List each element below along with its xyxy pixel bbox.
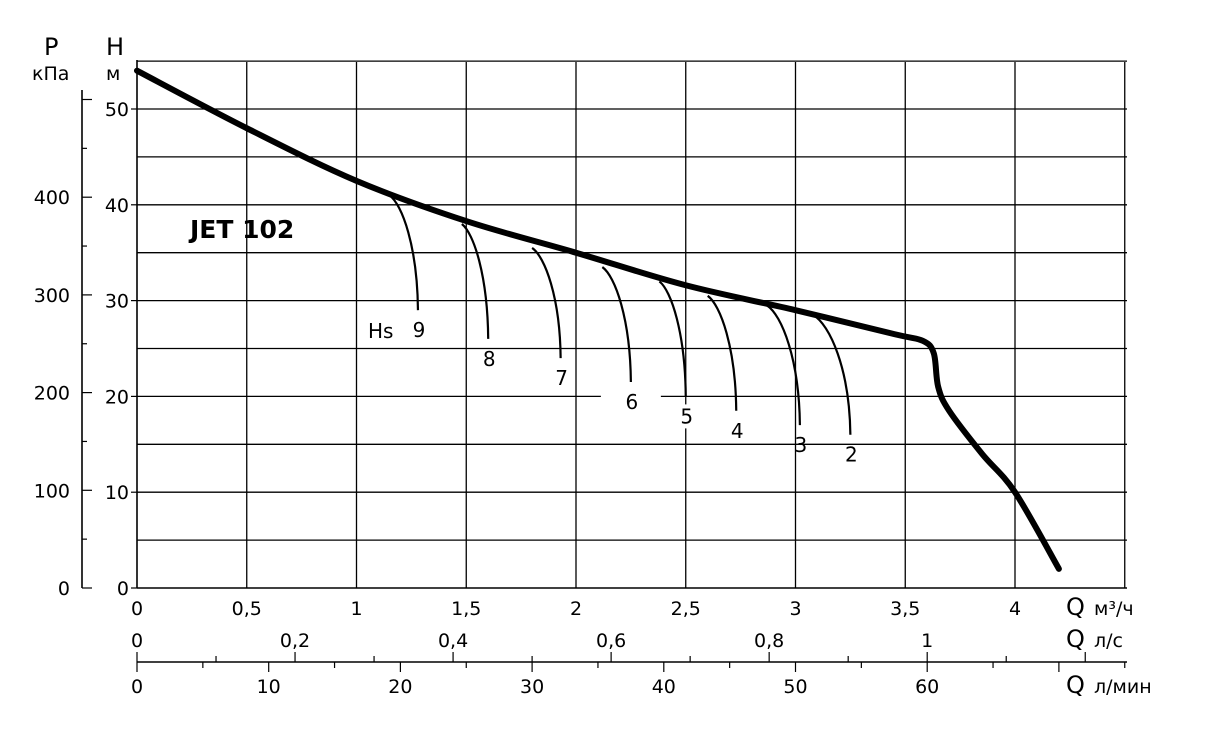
q-symbol-ls: Q: [1066, 625, 1085, 653]
suction-curve-label-9: 9: [413, 318, 426, 342]
x-axis-m3h-tick-label: 3,5: [890, 598, 920, 620]
q-unit-lmin: л/мин: [1094, 676, 1152, 698]
p-axis-tick-label: 0: [58, 578, 70, 600]
p-axis-tick-label: 300: [34, 285, 70, 307]
x-axis-ls-tick-label: 0: [131, 630, 143, 652]
chart-title: JET 102: [188, 215, 294, 244]
x-axis-m3h-tick-label: 0: [131, 598, 143, 620]
suction-curve-hs-7: [531, 247, 562, 359]
p-axis-symbol: P: [44, 33, 58, 61]
x-axis-lmin-tick-label: 10: [257, 676, 281, 698]
suction-curve-hs-8: [461, 223, 490, 339]
x-axis-m3h-tick-label: 2,5: [671, 598, 701, 620]
main-performance-curve: [134, 67, 1062, 572]
suction-curve-label-8: 8: [483, 347, 496, 371]
p-axis-tick-label: 200: [34, 383, 70, 405]
h-axis-tick-label: 50: [105, 99, 129, 121]
suction-curve-hs-5: [658, 280, 687, 397]
curves: 9 8 7 6 5 4 3 2: [134, 67, 1062, 572]
x-axis-ls-tick-label: 1: [921, 630, 933, 652]
x-axis-m3h-tick-label: 0,5: [232, 598, 262, 620]
h-axis-symbol: H: [106, 33, 124, 61]
x-axis-m3h-tick-label: 1: [350, 598, 362, 620]
x-axis-m3h-tick-label: 2: [570, 598, 582, 620]
suction-curve-hs-3: [766, 304, 801, 426]
suction-curve-label-2: 2: [845, 443, 858, 467]
x-axis-m3h-tick-label: 4: [1009, 598, 1021, 620]
x-axis-ls-tick-label: 0,4: [438, 630, 468, 652]
x-axis-lmin-tick-label: 40: [652, 676, 676, 698]
h-axis-tick-label: 40: [105, 195, 129, 217]
p-axis-tick-label: 400: [34, 187, 70, 209]
p-axis-unit: кПа: [32, 63, 69, 85]
x-axis-ls-tick-label: 0,2: [280, 630, 310, 652]
grid: [137, 60, 1127, 588]
suction-curve-hs-9: [388, 194, 420, 311]
x-axis-lmin-tick-label: 50: [783, 676, 807, 698]
label-background: [655, 404, 716, 429]
x-axis-lmin-tick-label: 60: [915, 676, 939, 698]
x-axis-ls-tick-label: 0,6: [596, 630, 626, 652]
x-axis-lmin-tick-label: 0: [131, 676, 143, 698]
suction-curve-hs-2: [812, 314, 852, 435]
h-axis-tick-label: 10: [105, 482, 129, 504]
suction-curve-label-4: 4: [731, 419, 744, 443]
suction-curve-hs-4: [706, 294, 738, 411]
q-unit-ls: л/с: [1094, 630, 1123, 652]
h-axis-tick-label: 20: [105, 386, 129, 408]
hs-label: Hs: [368, 319, 393, 343]
q-symbol-m3h: Q: [1066, 593, 1085, 621]
q-symbol-lmin: Q: [1066, 671, 1085, 699]
p-axis-tick-label: 100: [34, 480, 70, 502]
h-axis-unit: м: [106, 63, 120, 85]
x-axis-m3h-tick-label: 3: [789, 598, 801, 620]
suction-curve-label-3: 3: [795, 433, 808, 457]
h-axis-tick-label: 30: [105, 291, 129, 313]
q-unit-m3h: м³/ч: [1094, 598, 1134, 620]
suction-curve-hs-6: [601, 266, 632, 383]
x-axis-lmin-tick-label: 20: [388, 676, 412, 698]
suction-curve-label-6: 6: [626, 390, 639, 414]
suction-curve-label-7: 7: [555, 366, 568, 390]
label-background: [600, 390, 661, 415]
h-axis-tick-label: 0: [117, 578, 129, 600]
suction-curve-label-5: 5: [680, 404, 693, 428]
x-axis-lmin-tick-label: 30: [520, 676, 544, 698]
x-axis-ls-tick-label: 0,8: [754, 630, 784, 652]
x-axis-m3h-tick-label: 1,5: [451, 598, 481, 620]
